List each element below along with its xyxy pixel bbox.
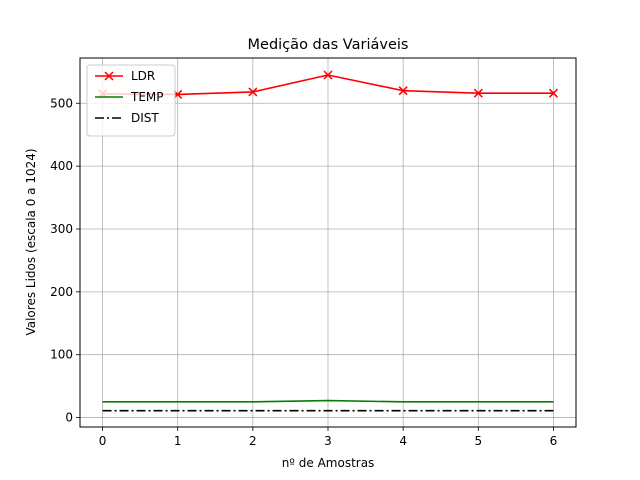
marker-stroke bbox=[398, 86, 408, 96]
marker-stroke bbox=[473, 88, 483, 98]
y-tick-label: 500 bbox=[50, 96, 73, 110]
legend-marker bbox=[104, 71, 114, 81]
legend-label-dist: DIST bbox=[131, 111, 159, 125]
legend-label-ldr: LDR bbox=[131, 69, 155, 83]
y-tick-label: 0 bbox=[65, 411, 73, 425]
x-tick-label: 5 bbox=[474, 434, 482, 448]
marker-stroke bbox=[548, 88, 558, 98]
data-point-ldr bbox=[323, 70, 333, 80]
x-tick-label: 1 bbox=[174, 434, 182, 448]
x-tick-label: 0 bbox=[99, 434, 107, 448]
data-point-ldr bbox=[473, 88, 483, 98]
x-tick-label: 6 bbox=[550, 434, 558, 448]
data-point-ldr bbox=[398, 86, 408, 96]
x-tick-label: 3 bbox=[324, 434, 332, 448]
y-tick-label: 300 bbox=[50, 222, 73, 236]
marker-stroke bbox=[323, 70, 333, 80]
x-tick-label: 4 bbox=[399, 434, 407, 448]
x-tick-label: 2 bbox=[249, 434, 257, 448]
grid bbox=[80, 58, 576, 427]
x-axis-ticks: 0 1 2 3 4 5 6 bbox=[99, 427, 558, 448]
y-tick-label: 400 bbox=[50, 159, 73, 173]
data-point-ldr bbox=[548, 88, 558, 98]
legend: LDR TEMP DIST bbox=[86, 64, 176, 137]
series-line-temp bbox=[102, 399, 554, 403]
chart-title: Medição das Variáveis bbox=[248, 37, 409, 53]
y-tick-label: 200 bbox=[50, 285, 73, 299]
y-axis-label: Valores Lidos (escala 0 a 1024) bbox=[24, 148, 38, 335]
legend-label-temp: TEMP bbox=[130, 90, 164, 104]
y-tick-label: 100 bbox=[50, 348, 73, 362]
x-axis-label: nº de Amostras bbox=[282, 456, 375, 470]
y-axis-ticks: 0 100 200 300 400 500 bbox=[50, 96, 80, 425]
data-point-ldr bbox=[248, 87, 258, 97]
marker-stroke bbox=[248, 87, 258, 97]
